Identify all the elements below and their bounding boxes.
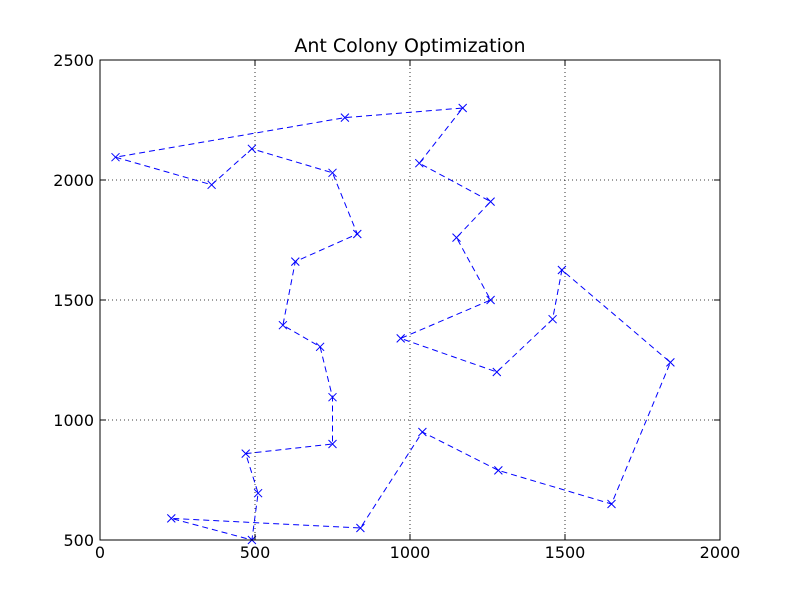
point-marker-stroke: [486, 295, 495, 305]
point-marker-stroke: [111, 152, 120, 162]
data-point: [111, 152, 120, 162]
point-marker-stroke: [414, 158, 424, 168]
point-marker-stroke: [328, 439, 337, 449]
point-marker-stroke: [278, 320, 288, 330]
x-tick-label: 500: [240, 543, 271, 562]
point-marker-stroke: [207, 180, 216, 190]
point-marker-stroke: [486, 197, 495, 206]
point-marker-stroke: [352, 229, 362, 239]
data-point: [352, 229, 362, 239]
data-point: [548, 314, 557, 324]
data-point: [166, 514, 176, 523]
tour-line: [115, 107, 672, 541]
point-marker-stroke: [315, 342, 325, 352]
data-point: [486, 197, 495, 206]
point-marker-stroke: [666, 358, 675, 367]
x-tick-label: 0: [95, 543, 105, 562]
series: [111, 103, 675, 545]
point-marker-stroke: [557, 265, 567, 275]
data-point: [278, 320, 288, 330]
point-marker-stroke: [241, 449, 251, 458]
point-marker-stroke: [396, 334, 406, 343]
ticks: [99, 59, 721, 541]
data-point: [247, 144, 257, 154]
grid: [100, 60, 720, 540]
chart-title: Ant Colony Optimization: [294, 35, 525, 57]
data-point: [290, 257, 300, 266]
point-marker-stroke: [247, 144, 257, 154]
point-marker-stroke: [607, 499, 616, 509]
x-tick-label: 1000: [390, 543, 431, 562]
data-point: [356, 523, 365, 533]
data-point: [607, 499, 616, 509]
data-point: [328, 392, 337, 402]
point-marker-stroke: [340, 113, 350, 122]
data-point: [666, 358, 675, 367]
point-marker-stroke: [356, 523, 365, 533]
data-point: [418, 427, 427, 437]
data-point: [458, 103, 468, 113]
x-tick-label: 2000: [700, 543, 741, 562]
point-marker-stroke: [418, 427, 427, 437]
point-marker-stroke: [166, 514, 176, 523]
point-marker-stroke: [253, 488, 263, 498]
point-marker-stroke: [452, 233, 461, 242]
data-point: [396, 334, 406, 343]
y-tick-label: 2000: [53, 171, 94, 190]
y-tick-label: 500: [63, 531, 94, 550]
point-marker-stroke: [290, 257, 300, 266]
point-marker-stroke: [548, 314, 557, 324]
data-point: [253, 488, 263, 498]
data-point: [486, 295, 495, 305]
point-marker-stroke: [458, 103, 468, 113]
data-point: [340, 113, 350, 122]
data-point: [328, 168, 337, 178]
data-point: [414, 158, 424, 168]
data-point: [557, 265, 567, 275]
y-tick-label: 1000: [53, 411, 94, 430]
data-point: [493, 466, 503, 475]
y-tick-label: 1500: [53, 291, 94, 310]
x-tick-label: 1500: [545, 543, 586, 562]
point-marker-stroke: [328, 392, 337, 402]
point-marker-stroke: [492, 367, 502, 377]
data-point: [452, 233, 461, 242]
data-point: [207, 180, 216, 190]
data-point: [328, 439, 337, 449]
point-marker-stroke: [328, 168, 337, 178]
y-tick-label: 2500: [53, 51, 94, 70]
point-marker-stroke: [493, 466, 503, 475]
data-point: [315, 342, 325, 352]
data-point: [241, 449, 251, 458]
data-point: [492, 367, 502, 377]
